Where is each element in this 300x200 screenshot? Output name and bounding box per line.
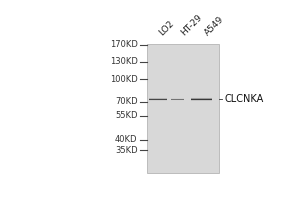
Text: 55KD: 55KD — [115, 111, 137, 120]
Text: 170KD: 170KD — [110, 40, 137, 49]
Text: CLCNKA: CLCNKA — [225, 94, 264, 104]
Text: 130KD: 130KD — [110, 57, 137, 66]
Text: HT-29: HT-29 — [179, 13, 204, 38]
Text: 70KD: 70KD — [115, 97, 137, 106]
FancyBboxPatch shape — [147, 44, 219, 173]
Text: A549: A549 — [202, 15, 225, 38]
Text: 100KD: 100KD — [110, 75, 137, 84]
Text: 35KD: 35KD — [115, 146, 137, 155]
Text: LO2: LO2 — [157, 19, 176, 38]
Text: 40KD: 40KD — [115, 135, 137, 144]
